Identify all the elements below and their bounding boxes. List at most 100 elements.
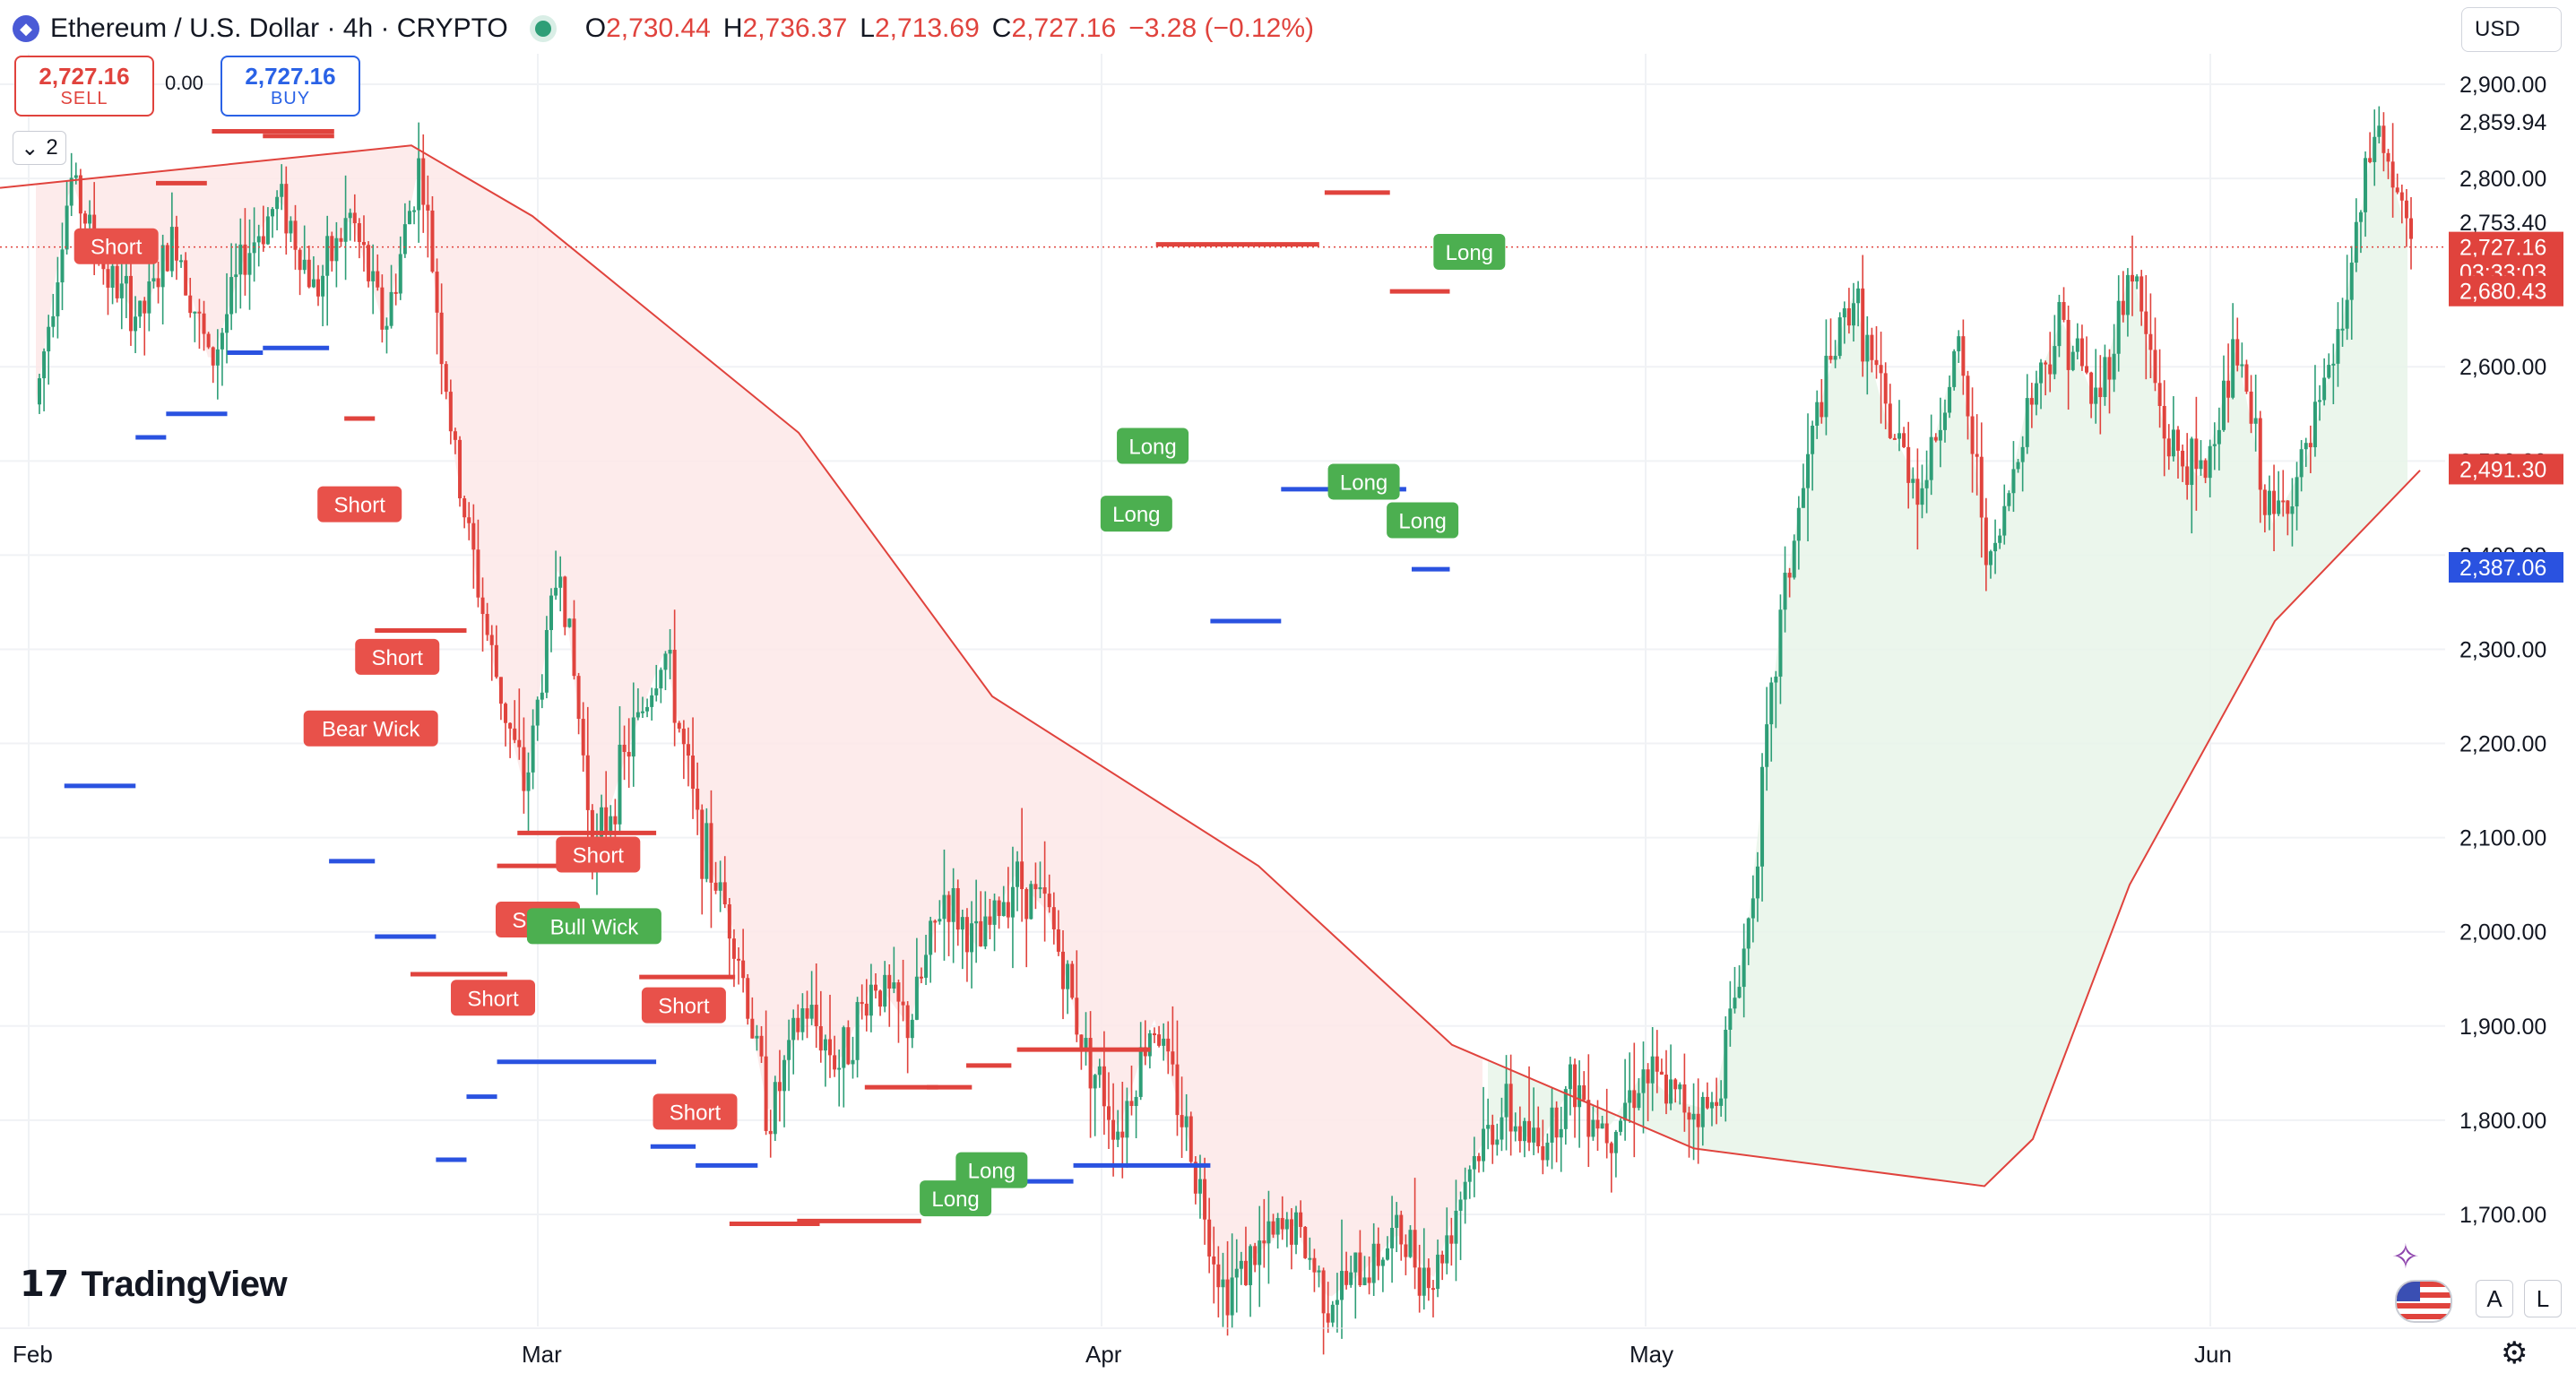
candle-body (2217, 429, 2221, 445)
candle-body (1655, 1056, 1659, 1072)
us-flag-icon[interactable] (2395, 1280, 2452, 1323)
price-label: 2,727.16 (2459, 236, 2546, 261)
candle-body (1573, 1064, 1578, 1108)
y-tick-label: 2,800.00 (2459, 167, 2546, 192)
indicators-toggle[interactable]: ⌄ 2 (13, 131, 66, 165)
candle-body (1641, 1069, 1646, 1093)
price-label-box (2449, 551, 2563, 583)
candle-body (2312, 402, 2317, 448)
candle-body (759, 1035, 764, 1057)
candle-body (504, 704, 508, 723)
candle-body (1961, 336, 1966, 376)
candle-body (430, 210, 435, 272)
candle-body (42, 351, 47, 379)
candle-body (1682, 1084, 1687, 1113)
candle-body (1111, 1119, 1116, 1140)
candle-body (645, 706, 650, 712)
candle-body (1586, 1100, 1591, 1137)
candle-body (1728, 1008, 1733, 1030)
candle-body (1906, 446, 1911, 483)
candle-body (1467, 1169, 1472, 1182)
candle-body (467, 517, 471, 523)
candle-body (1828, 355, 1833, 360)
candle-body (1180, 1115, 1184, 1127)
candle-body (2253, 418, 2258, 424)
log-scale-button[interactable]: L (2524, 1280, 2562, 1317)
candle-body (764, 1056, 768, 1131)
candle-body (494, 644, 498, 678)
candle-body (215, 349, 220, 366)
candle-body (873, 984, 877, 991)
candle-body (782, 1059, 787, 1092)
candle-body (1449, 1235, 1454, 1244)
candle-body (983, 916, 988, 946)
candle-body (2171, 429, 2175, 457)
price-label-box (2449, 275, 2563, 307)
candle-body (787, 1040, 791, 1060)
candle-body (567, 618, 572, 627)
candle-body (914, 976, 919, 1020)
candle-body (343, 218, 348, 242)
candle-body (1715, 1101, 1719, 1106)
candle-body (668, 649, 672, 654)
candle-body (2135, 276, 2139, 282)
candle-body (1545, 1142, 1550, 1161)
candle-body (600, 807, 604, 837)
candle-body (151, 278, 156, 282)
y-tick-label: 2,200.00 (2459, 732, 2546, 757)
candle-body (2208, 445, 2212, 479)
candle-body (1979, 456, 1984, 518)
candle-body (905, 1005, 910, 1039)
candle-body (2368, 158, 2373, 162)
candle-body (737, 958, 741, 961)
candle-body (1422, 1267, 1426, 1296)
candle-body (1902, 433, 1906, 447)
candle-body (1116, 1131, 1120, 1140)
candle-body (1230, 1277, 1234, 1316)
candle-body (2139, 276, 2144, 312)
signal-label-box (955, 1152, 1028, 1188)
candle-body (681, 729, 686, 745)
candle-body (1669, 1079, 1673, 1104)
sell-button[interactable]: 2,727.16 SELL (14, 56, 154, 117)
low-value: 2,713.69 (874, 13, 980, 43)
x-tick-label: May (1629, 1341, 1673, 1368)
signal-label-box (1100, 496, 1172, 532)
candle-body (896, 982, 901, 1002)
signal-label: Short (658, 995, 710, 1019)
candle-body (348, 212, 352, 219)
signal-label: Long (1398, 510, 1446, 534)
candle-body (2399, 192, 2404, 201)
candle-body (1852, 303, 1856, 326)
candle-body (640, 711, 644, 713)
candle-body (1367, 1277, 1371, 1283)
candle-body (2002, 505, 2007, 536)
buy-button[interactable]: 2,727.16 BUY (220, 56, 360, 117)
auto-scale-button[interactable]: A (2476, 1280, 2513, 1317)
candle-body (110, 265, 115, 289)
candle-body (2131, 274, 2135, 282)
candle-body (700, 809, 705, 879)
candle-body (2007, 493, 2011, 506)
candle-body (1820, 402, 1824, 418)
candle-body (69, 177, 73, 206)
candle-body (800, 1008, 805, 1032)
sparkle-icon[interactable]: ✧ (2391, 1239, 2420, 1276)
currency-selector[interactable]: USD (2461, 7, 2562, 52)
candle-body (2185, 466, 2190, 486)
candle-body (2107, 357, 2112, 380)
candle-body (731, 938, 736, 959)
gear-icon[interactable]: ⚙ (2501, 1336, 2528, 1370)
candle-body (1801, 488, 1805, 508)
candle-body (1769, 682, 1774, 725)
candle-body (1550, 1107, 1554, 1143)
moving-average-line (0, 144, 2421, 1188)
candle-body (1070, 963, 1075, 998)
candle-body (929, 920, 933, 955)
buy-price: 2,727.16 (245, 63, 336, 90)
signal-label: Bear Wick (322, 718, 420, 742)
symbol-title[interactable]: Ethereum / U.S. Dollar · 4h · CRYPTO (50, 13, 508, 43)
candle-body (722, 882, 727, 905)
candle-body (1175, 1064, 1180, 1116)
